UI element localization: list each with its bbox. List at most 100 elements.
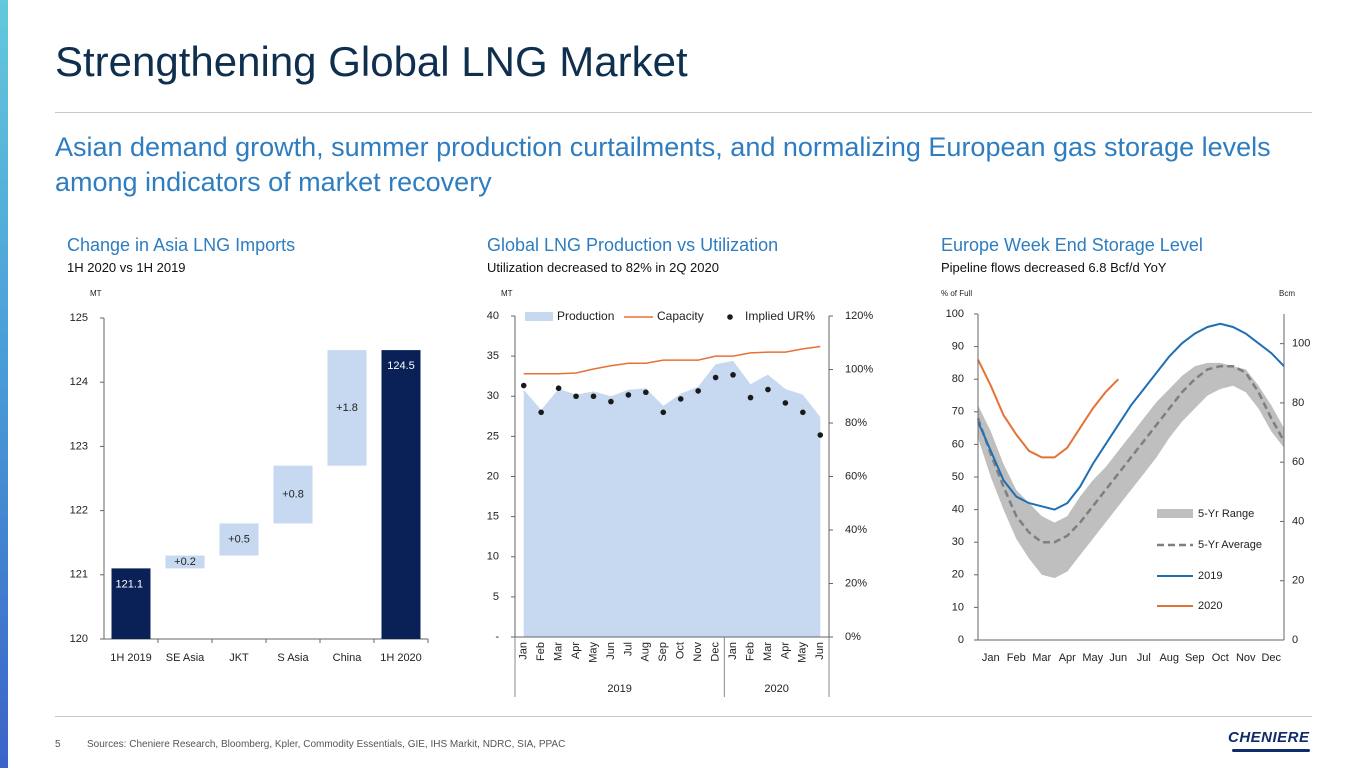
chart2-y-tick-label: 40 <box>487 310 499 322</box>
chart3-x-tick-label: Feb <box>1007 652 1026 664</box>
chart1-bar-1 <box>111 568 151 639</box>
chart3-5yr-range-band <box>978 362 1284 579</box>
chart2-x-tick-label: Jul <box>622 642 634 656</box>
chart3-x-tick-label: Oct <box>1212 652 1229 664</box>
chart2-subtitle: Utilization decreased to 82% in 2Q 2020 <box>487 260 719 275</box>
chart2-ur-point <box>573 393 579 400</box>
chart2-x-tick-label: Jan <box>727 642 739 660</box>
chart1-title: Change in Asia LNG Imports <box>67 235 296 255</box>
chart1-bar-4 <box>273 465 313 524</box>
accent-bar <box>0 0 8 768</box>
chart3-x-tick-label: Nov <box>1236 652 1256 664</box>
chart3-x-tick-label: Apr <box>1059 652 1076 664</box>
chart3-legend-range-swatch <box>1157 509 1193 518</box>
chart3-x-tick-label: Dec <box>1261 652 1281 664</box>
chart1-bar-data-label: +0.8 <box>282 488 304 500</box>
chart1-bar-5 <box>327 350 367 466</box>
chart3-y2-tick-label: 20 <box>1292 575 1304 587</box>
chart1-y-tick-label: 123 <box>70 440 88 452</box>
chart2-x-tick-label: Nov <box>692 642 704 662</box>
chart3-x-tick-label: Jan <box>982 652 1000 664</box>
chart2-y-tick-label: 5 <box>493 591 499 603</box>
chart3-y-tick-label: 100 <box>946 308 964 320</box>
chart1-y-tick-label: 120 <box>70 633 88 645</box>
chart3-legend-2019-label: 2019 <box>1198 570 1222 582</box>
chart2-ur-point <box>712 374 719 381</box>
chart3-legend-average-label: 5-Yr Average <box>1198 539 1262 551</box>
chart1-x-tick-label: 1H 2019 <box>110 652 152 664</box>
logo-swoosh <box>1232 749 1310 752</box>
chart2-x-tick-label: Apr <box>570 642 582 659</box>
chart3-y2-tick-label: 40 <box>1292 515 1304 527</box>
chart2-y-tick-label: 25 <box>487 430 499 442</box>
chart2-y2-tick-label: 20% <box>845 577 867 589</box>
page-number: 5 <box>55 739 61 750</box>
chart2-x-tick-label: Oct <box>675 642 687 659</box>
footer-divider <box>55 716 1312 717</box>
chart3-x-tick-label: Aug <box>1159 652 1179 664</box>
chart2-x-tick-label: Jun <box>605 642 617 660</box>
chart2-ur-point <box>555 385 562 392</box>
chart1-bar-3 <box>219 523 259 556</box>
chart2-ur-point <box>677 396 684 402</box>
chart3-y-tick-label: 80 <box>952 373 964 385</box>
chart2-ur-point <box>608 398 614 405</box>
chart2-x-tick-label: Apr <box>779 642 791 659</box>
chart2-unit-label: MT <box>501 289 513 298</box>
chart2-x-tick-label: May <box>797 642 809 663</box>
title-divider <box>55 112 1312 113</box>
chart3-unit-label-right: Bcm <box>1279 289 1295 298</box>
chart2-ur-point <box>730 372 736 378</box>
chart1-bar-6 <box>381 350 421 639</box>
chart2-x-tick-label: May <box>587 642 599 663</box>
chart2-y-tick-label: 15 <box>487 511 499 523</box>
cheniere-logo: CHENIERE <box>1228 729 1310 746</box>
chart1-y-tick-label: 121 <box>70 569 88 581</box>
chart2-legend-production-swatch <box>525 312 553 321</box>
chart3-x-tick-label: Mar <box>1032 652 1051 664</box>
chart1-y-tick-label: 125 <box>70 312 88 324</box>
chart2-capacity-line <box>523 345 821 375</box>
chart3-y-tick-label: 20 <box>952 569 964 581</box>
chart1-subtitle: 1H 2020 vs 1H 2019 <box>67 260 186 275</box>
chart3-y-tick-label: 30 <box>952 536 964 548</box>
chart1-x-tick-label: S Asia <box>277 652 309 664</box>
chart2-ur-point <box>747 394 754 401</box>
chart1-x-tick-label: 1H 2020 <box>380 652 422 664</box>
page-subtitle: Asian demand growth, summer production c… <box>55 132 1271 197</box>
chart2-y2-tick-label: 0% <box>845 631 861 643</box>
chart1-bar-data-label: +0.2 <box>174 556 196 568</box>
chart1-bar-data-label: 121.1 <box>116 578 144 590</box>
chart2-y-tick-label: 30 <box>487 390 499 402</box>
chart3-y-tick-label: 70 <box>952 406 964 418</box>
chart2-y-tick-label: 20 <box>487 470 499 482</box>
chart3-x-tick-label: Sep <box>1185 652 1205 664</box>
chart3-y2-tick-label: 100 <box>1292 338 1310 350</box>
chart2-legend-ur-label: Implied UR% <box>745 309 815 323</box>
chart3-y-tick-label: 0 <box>958 634 964 646</box>
chart1-y-tick-label: 122 <box>70 505 88 517</box>
chart2-legend-production-label: Production <box>557 309 614 323</box>
chart2-ur-point <box>590 393 597 400</box>
chart3-y-tick-label: 60 <box>952 438 964 450</box>
chart1-x-tick-label: SE Asia <box>166 652 205 664</box>
chart2-y2-tick-label: 60% <box>845 470 867 482</box>
chart3-x-tick-label: Jul <box>1137 652 1151 664</box>
chart3-5yr-average-line <box>976 364 1286 544</box>
chart2-ur-point <box>660 409 667 416</box>
chart2-y2-tick-label: 80% <box>845 417 867 429</box>
chart2-ur-point <box>643 389 649 396</box>
sources-note: Sources: Cheniere Research, Bloomberg, K… <box>87 739 566 750</box>
chart3-legend-2020-label: 2020 <box>1198 600 1222 612</box>
chart2-year-label: 2020 <box>764 683 788 695</box>
chart2-y-tick-label: - <box>495 631 499 643</box>
chart3-legend-range-label: 5-Yr Range <box>1198 508 1254 520</box>
chart2-ur-point <box>625 392 632 398</box>
chart2-y2-tick-label: 40% <box>845 524 867 536</box>
chart2-x-tick-label: Dec <box>710 642 722 662</box>
chart3-unit-label: % of Full <box>941 289 973 298</box>
chart2-x-tick-label: Aug <box>640 642 652 662</box>
chart3-x-tick-label: May <box>1082 652 1103 664</box>
chart3-subtitle: Pipeline flows decreased 6.8 Bcf/d YoY <box>941 260 1167 275</box>
